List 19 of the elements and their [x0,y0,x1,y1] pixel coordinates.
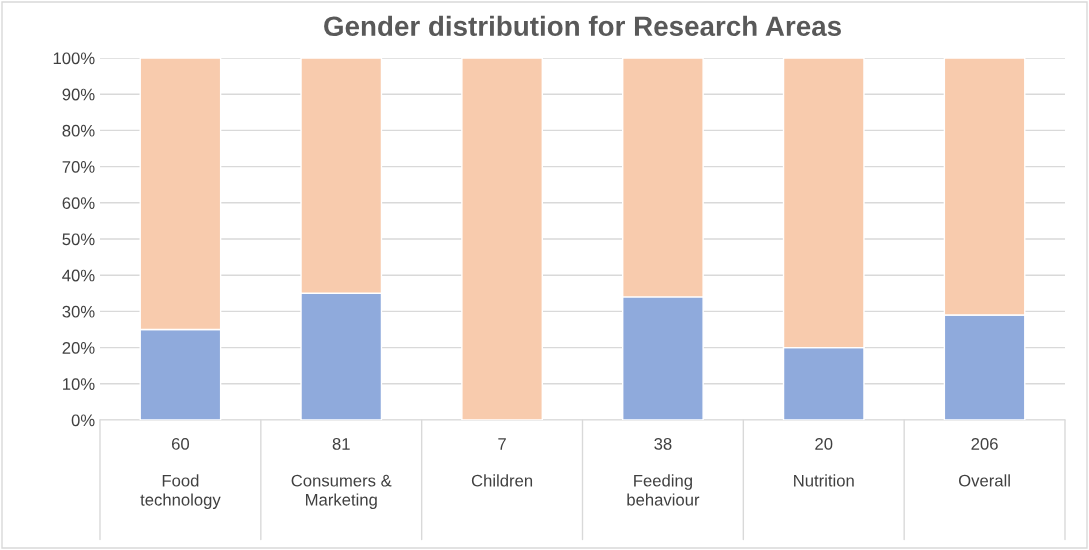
category-label: 206 Overall [958,438,1010,487]
y-tick-label: 40% [62,269,95,282]
y-tick-label: 90% [62,88,95,101]
category-label: 38 Feeding behaviour [627,438,700,506]
chart-title: Gender distribution for Research Areas [324,15,841,37]
y-tick-label: 0% [71,414,95,427]
category-label: 60 Food technology [140,438,221,509]
y-tick-label: 80% [62,124,95,137]
y-tick-label: 30% [62,305,95,318]
category-label: 7 Children [471,438,533,487]
category-label: 20 Nutrition [794,438,854,487]
y-tick-label: 20% [62,342,95,354]
y-tick-label: 50% [62,233,95,246]
y-tick-label: 60% [62,197,95,209]
bar [461,58,543,420]
y-tick-label: 100% [53,52,95,65]
y-tick-label: 70% [62,161,95,173]
category-label: 81 Consumers & Marketing [291,438,392,509]
y-tick-label: 10% [63,378,95,390]
